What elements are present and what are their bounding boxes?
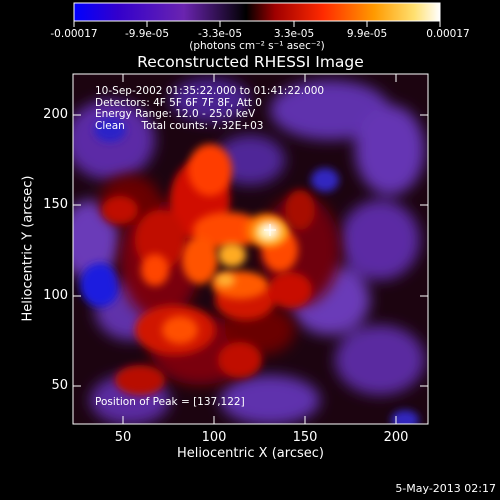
peak-position-label: Position of Peak = [137,122] [95,396,245,408]
annotation-time-range: 10-Sep-2002 01:35:22.000 to 01:41:22.000 [95,85,325,97]
y-tick-label: 100 [43,288,68,303]
footer-timestamp: 5-May-2013 02:17 [395,482,496,495]
peak-marker [264,224,276,236]
x-tick-label: 100 [201,430,227,445]
colorbar-units: (photons cm⁻² s⁻¹ asec⁻²) [189,40,325,52]
y-axis-label: Heliocentric Y (arcsec) [20,175,36,322]
colorbar-tick-label: 3.3e-05 [273,28,315,40]
colorbar-ticks [73,21,441,27]
colorbar-tick-label: -3.3e-05 [197,28,243,40]
x-tick-label: 150 [292,430,318,445]
reconstructed-image [73,74,428,424]
colorbar-gradient [73,2,441,22]
colorbar-tick-label: -9.9e-05 [124,28,170,40]
annotation-energy-range: Energy Range: 12.0 - 25.0 keV [95,108,256,120]
annotation-detectors: Detectors: 4F 5F 6F 7F 8F, Att 0 [95,96,262,109]
annotation-block: 10-Sep-2002 01:35:22.000 to 01:41:22.000… [95,85,325,132]
x-tick-label: 200 [383,430,409,445]
annotation-clean-counts: Clean Total counts: 7.32E+03 [95,119,264,132]
axis-tick-marks [73,74,428,424]
plot-frame [72,73,429,425]
x-axis-label: Heliocentric X (arcsec) [177,446,324,461]
x-tick-label: 50 [114,430,132,445]
colorbar-tick-label: -0.00017 [50,28,98,40]
colorbar-tick-label: 9.9e-05 [346,28,388,40]
y-tick-label: 150 [43,197,68,212]
colorbar-tick-label: 0.00017 [426,28,470,40]
y-tick-label: 200 [43,107,68,122]
y-tick-label: 50 [51,378,68,393]
plot-title: Reconstructed RHESSI Image [137,53,364,71]
